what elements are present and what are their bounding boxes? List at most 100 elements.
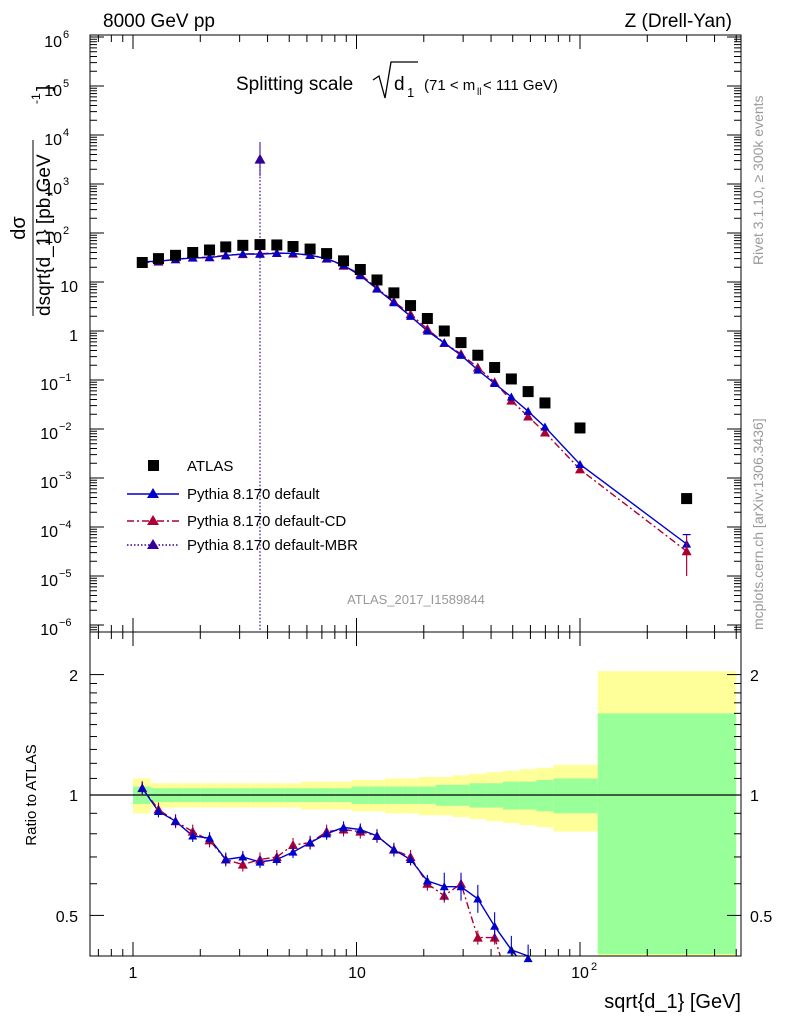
legend-item-cd: Pythia 8.170 default-CD: [127, 513, 346, 530]
ratio-series-layer: [137, 781, 533, 963]
y-tick-exp: −1: [59, 372, 72, 384]
ratio-tick-label-05-right: 0.5: [750, 909, 772, 926]
ratio-point-default: [422, 876, 432, 885]
data-point-atlas: [388, 287, 400, 299]
y-tick-exp: 4: [63, 127, 69, 139]
ratio-band-inner: [553, 778, 598, 814]
x-axis-label: sqrt{d_1} [GeV]: [604, 991, 741, 1013]
data-point-atlas: [254, 239, 266, 251]
data-point-default: [456, 350, 466, 359]
legend-label-mbr: Pythia 8.170 default-MBR: [187, 537, 358, 554]
data-point-default: [372, 284, 382, 293]
y-tick-label-1e4: 10 4: [44, 127, 69, 149]
ratio-tick-label-2-left: 2: [69, 668, 78, 685]
data-point-atlas: [522, 386, 534, 398]
header-right: Z (Drell-Yan): [625, 11, 732, 32]
data-point-atlas: [489, 361, 501, 373]
y-tick-label-1e0: 1: [69, 328, 78, 345]
ratio-point-default: [372, 831, 382, 840]
data-point-atlas: [421, 312, 433, 324]
ratio-point-default: [171, 816, 181, 825]
data-point-default: [540, 422, 550, 431]
y-tick-label-1e6: 10 6: [44, 29, 69, 51]
header-left: 8000 GeV pp: [103, 11, 215, 32]
data-point-default: [221, 251, 231, 260]
data-point-cd: [575, 464, 585, 474]
y-tick-base: 10: [44, 83, 62, 100]
y-tick-label-1e-2: 10 −2: [40, 421, 71, 443]
data-point-mbr: [254, 153, 266, 164]
data-point-atlas: [438, 325, 450, 337]
y-tick-labels-main: 10 6 10 5 10 4 10 3 10 2 10 1 10 −1 10 −2 10 −3 …: [40, 29, 78, 639]
data-point-atlas: [539, 397, 551, 409]
y-tick-exp: −5: [59, 568, 72, 580]
data-point-default: [255, 249, 265, 258]
x-tick-label-100-sup: 2: [591, 961, 597, 973]
y-tick-base: 10: [44, 181, 62, 198]
y-tick-exp: −2: [59, 421, 72, 433]
data-point-default: [473, 365, 483, 374]
y-tick-base: 1: [69, 328, 78, 345]
y-tick-exp: 6: [63, 29, 69, 41]
ratio-tick-label-1-right: 1: [750, 788, 759, 805]
y-tick-base: 10: [40, 524, 58, 541]
ratio-point-default: [238, 852, 248, 861]
legend-marker-mbr: [147, 539, 159, 549]
plot-title-range-sub: ll: [477, 87, 481, 98]
plot-title-range-open: (71 < m: [424, 77, 475, 94]
ratio-line-cd: [141, 787, 495, 939]
ratio-point-default: [523, 954, 533, 963]
axes-layer: [90, 35, 741, 956]
y-tick-base: 10: [40, 622, 58, 639]
y-tick-base: 10: [44, 230, 62, 247]
data-point-atlas: [287, 241, 299, 253]
data-point-atlas: [136, 257, 148, 269]
y-tick-label-1e-1: 10 −1: [40, 372, 71, 394]
x-tick-label-10: 10: [348, 965, 366, 982]
data-point-atlas: [170, 249, 182, 261]
data-point-atlas: [338, 255, 350, 267]
legend-item-default: Pythia 8.170 default: [127, 486, 320, 503]
ratio-point-default: [506, 945, 516, 954]
y-tick-base: 10: [40, 475, 58, 492]
ratio-point-default: [322, 829, 332, 838]
data-point-cd: [523, 411, 534, 421]
analysis-id: ATLAS_2017_I1589844: [347, 592, 485, 607]
y-tick-exp: −6: [59, 617, 72, 629]
ratio-point-default: [221, 854, 231, 864]
legend-label-default: Pythia 8.170 default: [187, 486, 320, 503]
ratio-point-default: [355, 824, 365, 834]
legend-marker-atlas: [148, 460, 159, 471]
y-axis-label-ratio: Ratio to ATLAS: [23, 744, 40, 845]
ratio-point-cd: [237, 859, 248, 869]
y-tick-base: 10: [40, 426, 58, 443]
y-tick-label-1e-6: 10 −6: [40, 617, 71, 639]
data-point-atlas: [321, 248, 333, 260]
y-tick-exp: 3: [63, 176, 69, 188]
ratio-tick-label-05-left: 0.5: [56, 909, 78, 926]
data-point-atlas: [220, 241, 232, 253]
data-point-default: [506, 392, 516, 401]
data-point-cd: [539, 427, 550, 437]
legend: ATLAS Pythia 8.170 default Pythia 8.170 …: [127, 458, 358, 554]
ratio-tick-label-1-left: 1: [69, 788, 78, 805]
data-point-default: [490, 378, 500, 388]
x-tick-label-100: 10: [571, 965, 589, 982]
data-point-atlas: [371, 274, 383, 286]
y-tick-base: 10: [40, 573, 58, 590]
data-point-atlas: [204, 244, 216, 256]
ratio-point-cd: [472, 932, 483, 942]
y-tick-base: 10: [40, 377, 58, 394]
data-point-atlas: [505, 373, 517, 385]
legend-item-mbr: Pythia 8.170 default-MBR: [127, 537, 358, 554]
y-tick-label-1e-4: 10 −4: [40, 519, 71, 541]
data-point-default: [305, 250, 315, 259]
legend-label-cd: Pythia 8.170 default-CD: [187, 513, 346, 530]
ratio-point-cd: [288, 839, 299, 849]
sqrt-sign: [372, 61, 418, 99]
y-tick-base: 10: [44, 34, 62, 51]
data-point-atlas: [237, 239, 249, 251]
data-point-default: [355, 271, 365, 280]
data-point-default: [272, 248, 282, 257]
data-point-default: [523, 406, 533, 415]
